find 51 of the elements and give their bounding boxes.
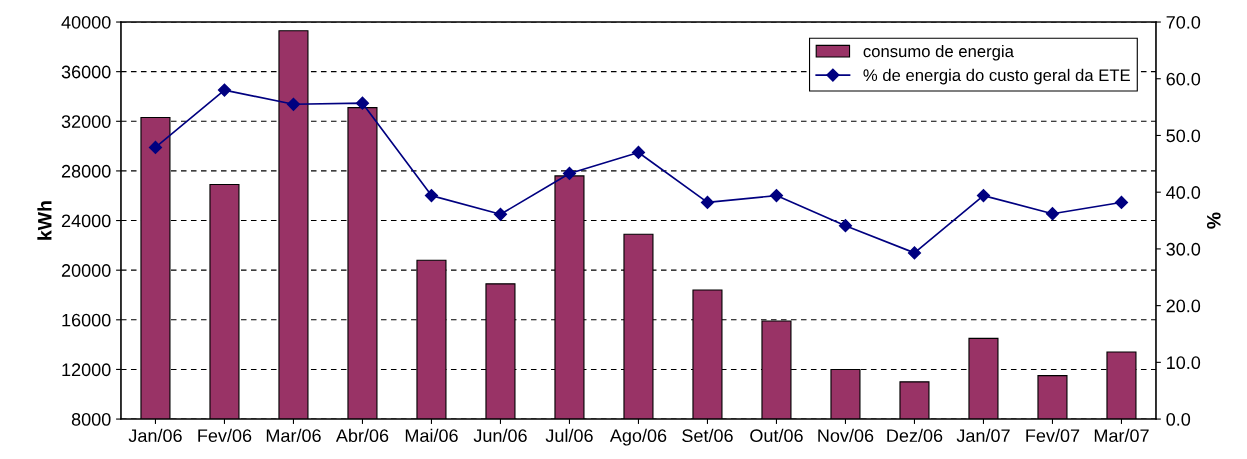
y-tick-label: 20000 — [61, 264, 111, 277]
y2-tick-label: 30.0 — [1166, 242, 1201, 256]
x-tick-label: Mar/06 — [266, 428, 321, 443]
y-tick-label: 8000 — [71, 413, 111, 426]
point — [631, 145, 646, 160]
x-tick-label: Ago/06 — [609, 428, 667, 446]
x-tick-label: Fev/06 — [198, 428, 252, 443]
point — [907, 246, 922, 260]
legend-label: consumo de energia — [863, 44, 1014, 61]
x-tick-label: Jun/06 — [473, 428, 527, 443]
point — [355, 96, 370, 110]
y-tick-label: 16000 — [62, 313, 111, 327]
y2-tick-label: 20.0 — [1166, 299, 1201, 313]
y-tick-label: 12000 — [62, 363, 111, 377]
x-tick-label: Dez/06 — [887, 428, 943, 443]
point — [769, 189, 784, 203]
y-tick-label: 36000 — [61, 65, 111, 79]
x-tick-label: Mai/06 — [405, 428, 458, 443]
point — [976, 189, 991, 203]
point — [493, 207, 508, 221]
y-tick-label: 28000 — [61, 164, 111, 178]
x-tick-label: Abr/06 — [335, 428, 389, 443]
point — [1114, 195, 1129, 209]
point — [286, 97, 301, 111]
x-tick-label: Out/06 — [750, 428, 803, 443]
x-tick-label: Jan/07 — [956, 428, 1010, 443]
x-tick-label: Fev/07 — [1026, 428, 1080, 443]
y2-tick-label: 70.0 — [1166, 15, 1201, 29]
point — [700, 195, 715, 209]
x-tick-label: Set/06 — [682, 428, 733, 443]
y-tick-label: 24000 — [61, 214, 111, 228]
y-axis-title: kWh — [37, 201, 52, 240]
point — [217, 83, 232, 97]
legend-label: % de energia do custo geral da ETE — [863, 68, 1130, 85]
point — [1045, 207, 1060, 221]
x-tick-label: Jan/06 — [128, 428, 182, 443]
point — [562, 166, 577, 181]
y-tick-label: 40000 — [61, 15, 111, 29]
y2-tick-label: 10.0 — [1167, 356, 1201, 370]
y2-axis-title: % — [1206, 212, 1221, 229]
x-tick-label: Jul/06 — [545, 428, 593, 443]
point — [148, 140, 163, 154]
y2-tick-label: 50.0 — [1166, 129, 1201, 143]
x-tick-label: Nov/06 — [818, 428, 874, 443]
y2-tick-label: 0.0 — [1166, 413, 1191, 426]
y-tick-label: 32000 — [61, 115, 111, 129]
x-tick-label: Mar/07 — [1094, 428, 1149, 443]
y2-tick-label: 60.0 — [1166, 72, 1201, 86]
point — [424, 189, 439, 203]
point — [838, 219, 853, 233]
y2-tick-label: 40.0 — [1166, 186, 1201, 199]
